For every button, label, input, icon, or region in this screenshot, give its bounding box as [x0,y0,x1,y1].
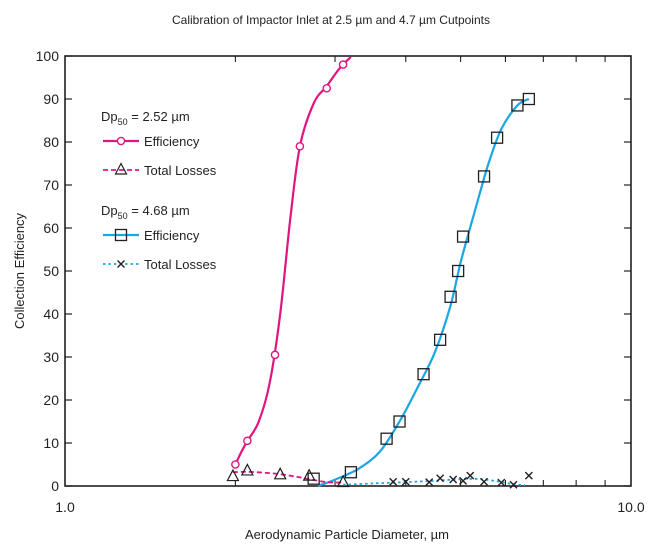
data-point [436,474,445,483]
legend-entry: Total Losses [103,162,217,178]
series-markers-3 [389,471,533,489]
legend-marker [114,162,128,175]
y-tick-label: 0 [51,478,59,494]
series-markers-2 [307,92,536,485]
data-point [393,415,406,428]
data-point [336,474,350,488]
data-point [401,477,410,486]
data-point [295,141,305,151]
legend-entry: Efficiency [103,228,200,243]
series-line [232,470,344,484]
y-tick-label: 90 [43,91,59,107]
legend-label: Total Losses [144,257,217,272]
data-point [456,230,470,243]
legend-label: Total Losses [144,163,217,178]
y-tick-label: 30 [43,349,59,365]
data-point [380,432,393,445]
data-point [344,466,358,479]
data-point [270,350,280,360]
data-point [338,60,348,69]
data-point [480,477,489,486]
y-axis: 0 10 20 30 40 50 60 70 80 90 100 [36,48,631,494]
y-axis-label: Collection Efficiency [12,212,27,329]
data-point [433,333,447,346]
y-tick-label: 100 [36,48,60,64]
data-point [417,368,430,381]
data-point [466,471,475,480]
legend-group-label: Dp50 = 4.68 µm [101,203,190,221]
y-tick-label: 20 [43,392,59,408]
y-tick-label: 40 [43,306,59,322]
legend-group-label: Dp50 = 2.52 µm [101,109,190,127]
data-point [240,463,254,476]
data-point [226,468,240,482]
data-point [389,477,398,486]
series-layer [226,56,536,489]
chart-title: Calibration of Impactor Inlet at 2.5 µm … [172,13,490,27]
data-point [490,131,504,144]
data-point [459,476,468,485]
legend-label: Efficiency [144,228,200,243]
data-point [322,83,332,93]
y-tick-label: 80 [43,134,59,150]
series-1 [232,470,344,484]
data-point [522,92,536,106]
y-tick-label: 60 [43,220,59,236]
data-point [302,468,316,481]
legend-marker [114,228,128,242]
y-tick-label: 10 [43,435,59,451]
y-tick-label: 70 [43,177,59,193]
data-point [273,467,287,480]
data-point [511,99,524,112]
series-line [317,98,530,488]
data-point [497,478,506,487]
x-tick-label: 1.0 [55,499,75,515]
series-line [234,56,352,465]
x-axis-label: Aerodynamic Particle Diameter, µm [245,527,449,542]
series-markers-0 [231,60,348,469]
series-2 [317,98,530,488]
data-point [243,436,252,446]
x-tick-label: 10.0 [617,499,644,515]
series-0 [234,56,352,465]
legend-label: Efficiency [144,134,200,149]
legend-entry: Efficiency [103,134,200,149]
series-markers-1 [226,463,350,488]
y-tick-label: 50 [43,263,59,279]
data-point [307,472,320,485]
data-point [231,460,240,469]
x-axis: 1.0 10.0 [55,56,645,515]
data-point [451,264,465,278]
legend: Dp50 = 2.52 µm Efficiency Total Losses Dp50… [101,109,217,272]
data-point [477,170,491,183]
legend-marker [117,260,125,268]
legend-entry: Total Losses [103,257,217,272]
data-point [425,478,434,487]
legend-marker [116,136,126,146]
data-point [449,475,458,484]
data-point [444,290,457,303]
data-point [509,480,518,489]
data-point [524,471,533,480]
